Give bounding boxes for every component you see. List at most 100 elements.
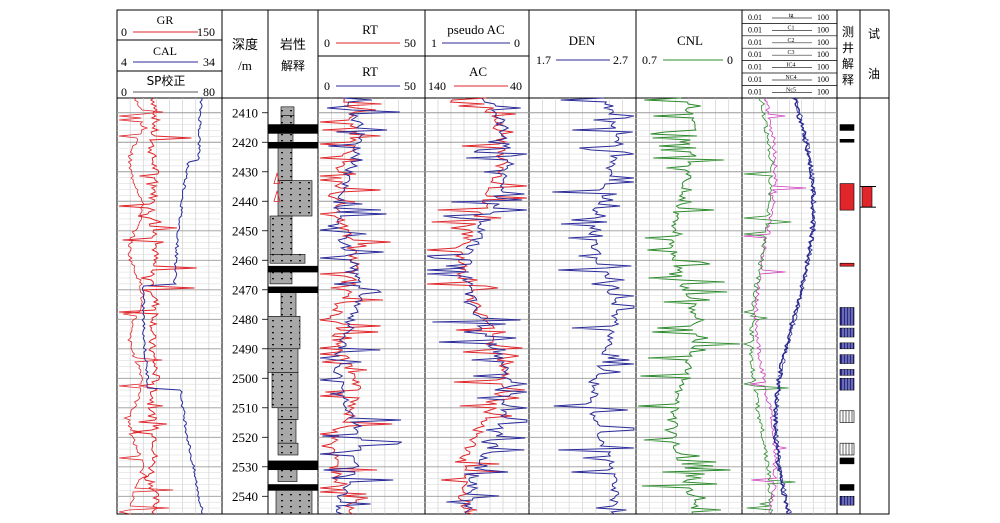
depth-unit: /m (238, 58, 252, 73)
rt-red-curve (320, 97, 393, 515)
header-cnl: CNL 0.7 0 (642, 33, 733, 67)
gas-c1-curve (742, 97, 796, 515)
pseudo-ac-curve (426, 97, 528, 515)
oil-test-title: 试油 (868, 26, 880, 81)
sp-min: 0 (121, 85, 127, 99)
log-interp-title: 测井解释 (842, 25, 854, 87)
den-label: DEN (569, 33, 596, 48)
den-max: 2.7 (613, 53, 628, 67)
gas-scale-max: 100 (817, 63, 829, 72)
lithology-column (267, 106, 319, 515)
cnl-label: CNL (677, 33, 703, 48)
gas-scale-row: 0.01 IC4 100 (742, 60, 837, 72)
gas-scale-max: 100 (817, 87, 829, 96)
lithology-sand-bed (277, 419, 297, 444)
ac-label: AC (469, 64, 487, 79)
interp-zone (839, 307, 855, 326)
header-ac: pseudo AC 1 0 AC 140 40 (425, 22, 529, 93)
interp-zone (839, 183, 855, 211)
depth-tick-label: 2430 (232, 164, 258, 179)
lithology-sand-bed (269, 215, 293, 255)
cal-label: CAL (153, 44, 177, 58)
gr-curve (119, 97, 197, 515)
gas-show-marker (273, 189, 281, 202)
lith-title: 岩性 (280, 38, 306, 53)
header-den: DEN 1.7 2.7 (536, 33, 628, 67)
gas-scale-label: IC4 (787, 63, 796, 69)
gas-c3-curve (773, 97, 817, 515)
gas-scale-min: 0.01 (748, 38, 762, 47)
lithology-sand-bed (277, 442, 299, 456)
cal-curve (119, 97, 174, 515)
ac-curve (427, 97, 527, 515)
gas-scale-row: 0.01 C3 100 (742, 47, 837, 59)
lithology-coal-bed (267, 124, 319, 134)
interp-zone (839, 327, 855, 338)
lithology-sand-bed (271, 372, 299, 409)
depth-tick-label: 2480 (232, 312, 258, 327)
depth-tick-label: 2470 (232, 282, 258, 297)
depth-tick-label: 2500 (232, 371, 258, 386)
den-min: 1.7 (536, 53, 551, 67)
gas-scale-row: 0.01 C1 100 (742, 23, 837, 34)
cnl-max: 0 (727, 53, 733, 67)
pseudo-ac-label: pseudo AC (447, 22, 504, 37)
lithology-sand-bed (280, 292, 297, 317)
gas-scale-max: 100 (817, 13, 829, 22)
gas-scale-max: 100 (817, 25, 829, 34)
gas-scale-label: tg (789, 13, 794, 19)
track-grids (117, 98, 837, 514)
gas-scale-label: C2 (787, 38, 794, 44)
depth-tick-label: 2520 (232, 430, 258, 445)
gas-scale-min: 0.01 (748, 75, 762, 84)
log-curves (119, 97, 817, 515)
gas-scale-min: 0.01 (748, 87, 762, 96)
rt-top-label: RT (362, 22, 378, 37)
lithology-sand-bed (277, 147, 293, 181)
lithology-sand-bed (277, 133, 294, 143)
depth-tick-label: 2420 (232, 135, 258, 150)
gas-scale-min: 0.01 (748, 50, 762, 59)
interp-zone (839, 377, 855, 391)
lithology-coal-bed (267, 265, 319, 273)
header-gr-cal-sp: GR 0 150 CAL 4 34 SP校正 0 80 (117, 13, 222, 99)
gas-scale-label: Nc5 (786, 87, 796, 93)
depth-tick-label: 2460 (232, 253, 258, 268)
gas-scale-row: 0.01 tg 100 (748, 13, 829, 22)
interp-zone (839, 124, 855, 131)
interp-zone (839, 484, 855, 491)
gas-scale-min: 0.01 (748, 25, 762, 34)
gas-scale-min: 0.01 (748, 63, 762, 72)
lithology-sand-bed (277, 180, 313, 217)
interp-zone (839, 342, 855, 350)
sp-max: 80 (203, 85, 215, 99)
depth-tick-label: 2410 (232, 105, 258, 120)
lithology-coal-bed (267, 141, 319, 149)
lithology-sand-bed (280, 106, 295, 117)
lithology-sand-bed (275, 490, 313, 515)
rt-bottom-label: RT (362, 64, 378, 79)
rt-top-max: 50 (404, 36, 416, 50)
depth-title: 深度 (232, 37, 258, 53)
interp-zone (839, 457, 855, 465)
rt-top-min: 0 (324, 36, 330, 50)
pseudo-ac-min: 1 (431, 36, 437, 50)
ac-min: 140 (428, 79, 446, 93)
depth-tick-label: 2530 (232, 459, 258, 474)
cnl-curve (638, 97, 740, 515)
gas-scale-min: 0.01 (748, 13, 762, 22)
interp-zone (839, 262, 855, 267)
rt-bottom-max: 50 (404, 79, 416, 93)
lithology-coal-bed (267, 286, 319, 294)
depth-tick-label: 2450 (232, 223, 258, 238)
lithology-sand-bed (277, 469, 298, 482)
gas-show-marker (273, 172, 281, 185)
ac-max: 40 (510, 79, 522, 93)
lithology-sand-bed (269, 254, 306, 264)
depth-tick-label: 2510 (232, 400, 258, 415)
gas-scale-label: C3 (787, 50, 794, 56)
interp-zone (839, 442, 855, 456)
depth-tick-label: 2490 (232, 341, 258, 356)
